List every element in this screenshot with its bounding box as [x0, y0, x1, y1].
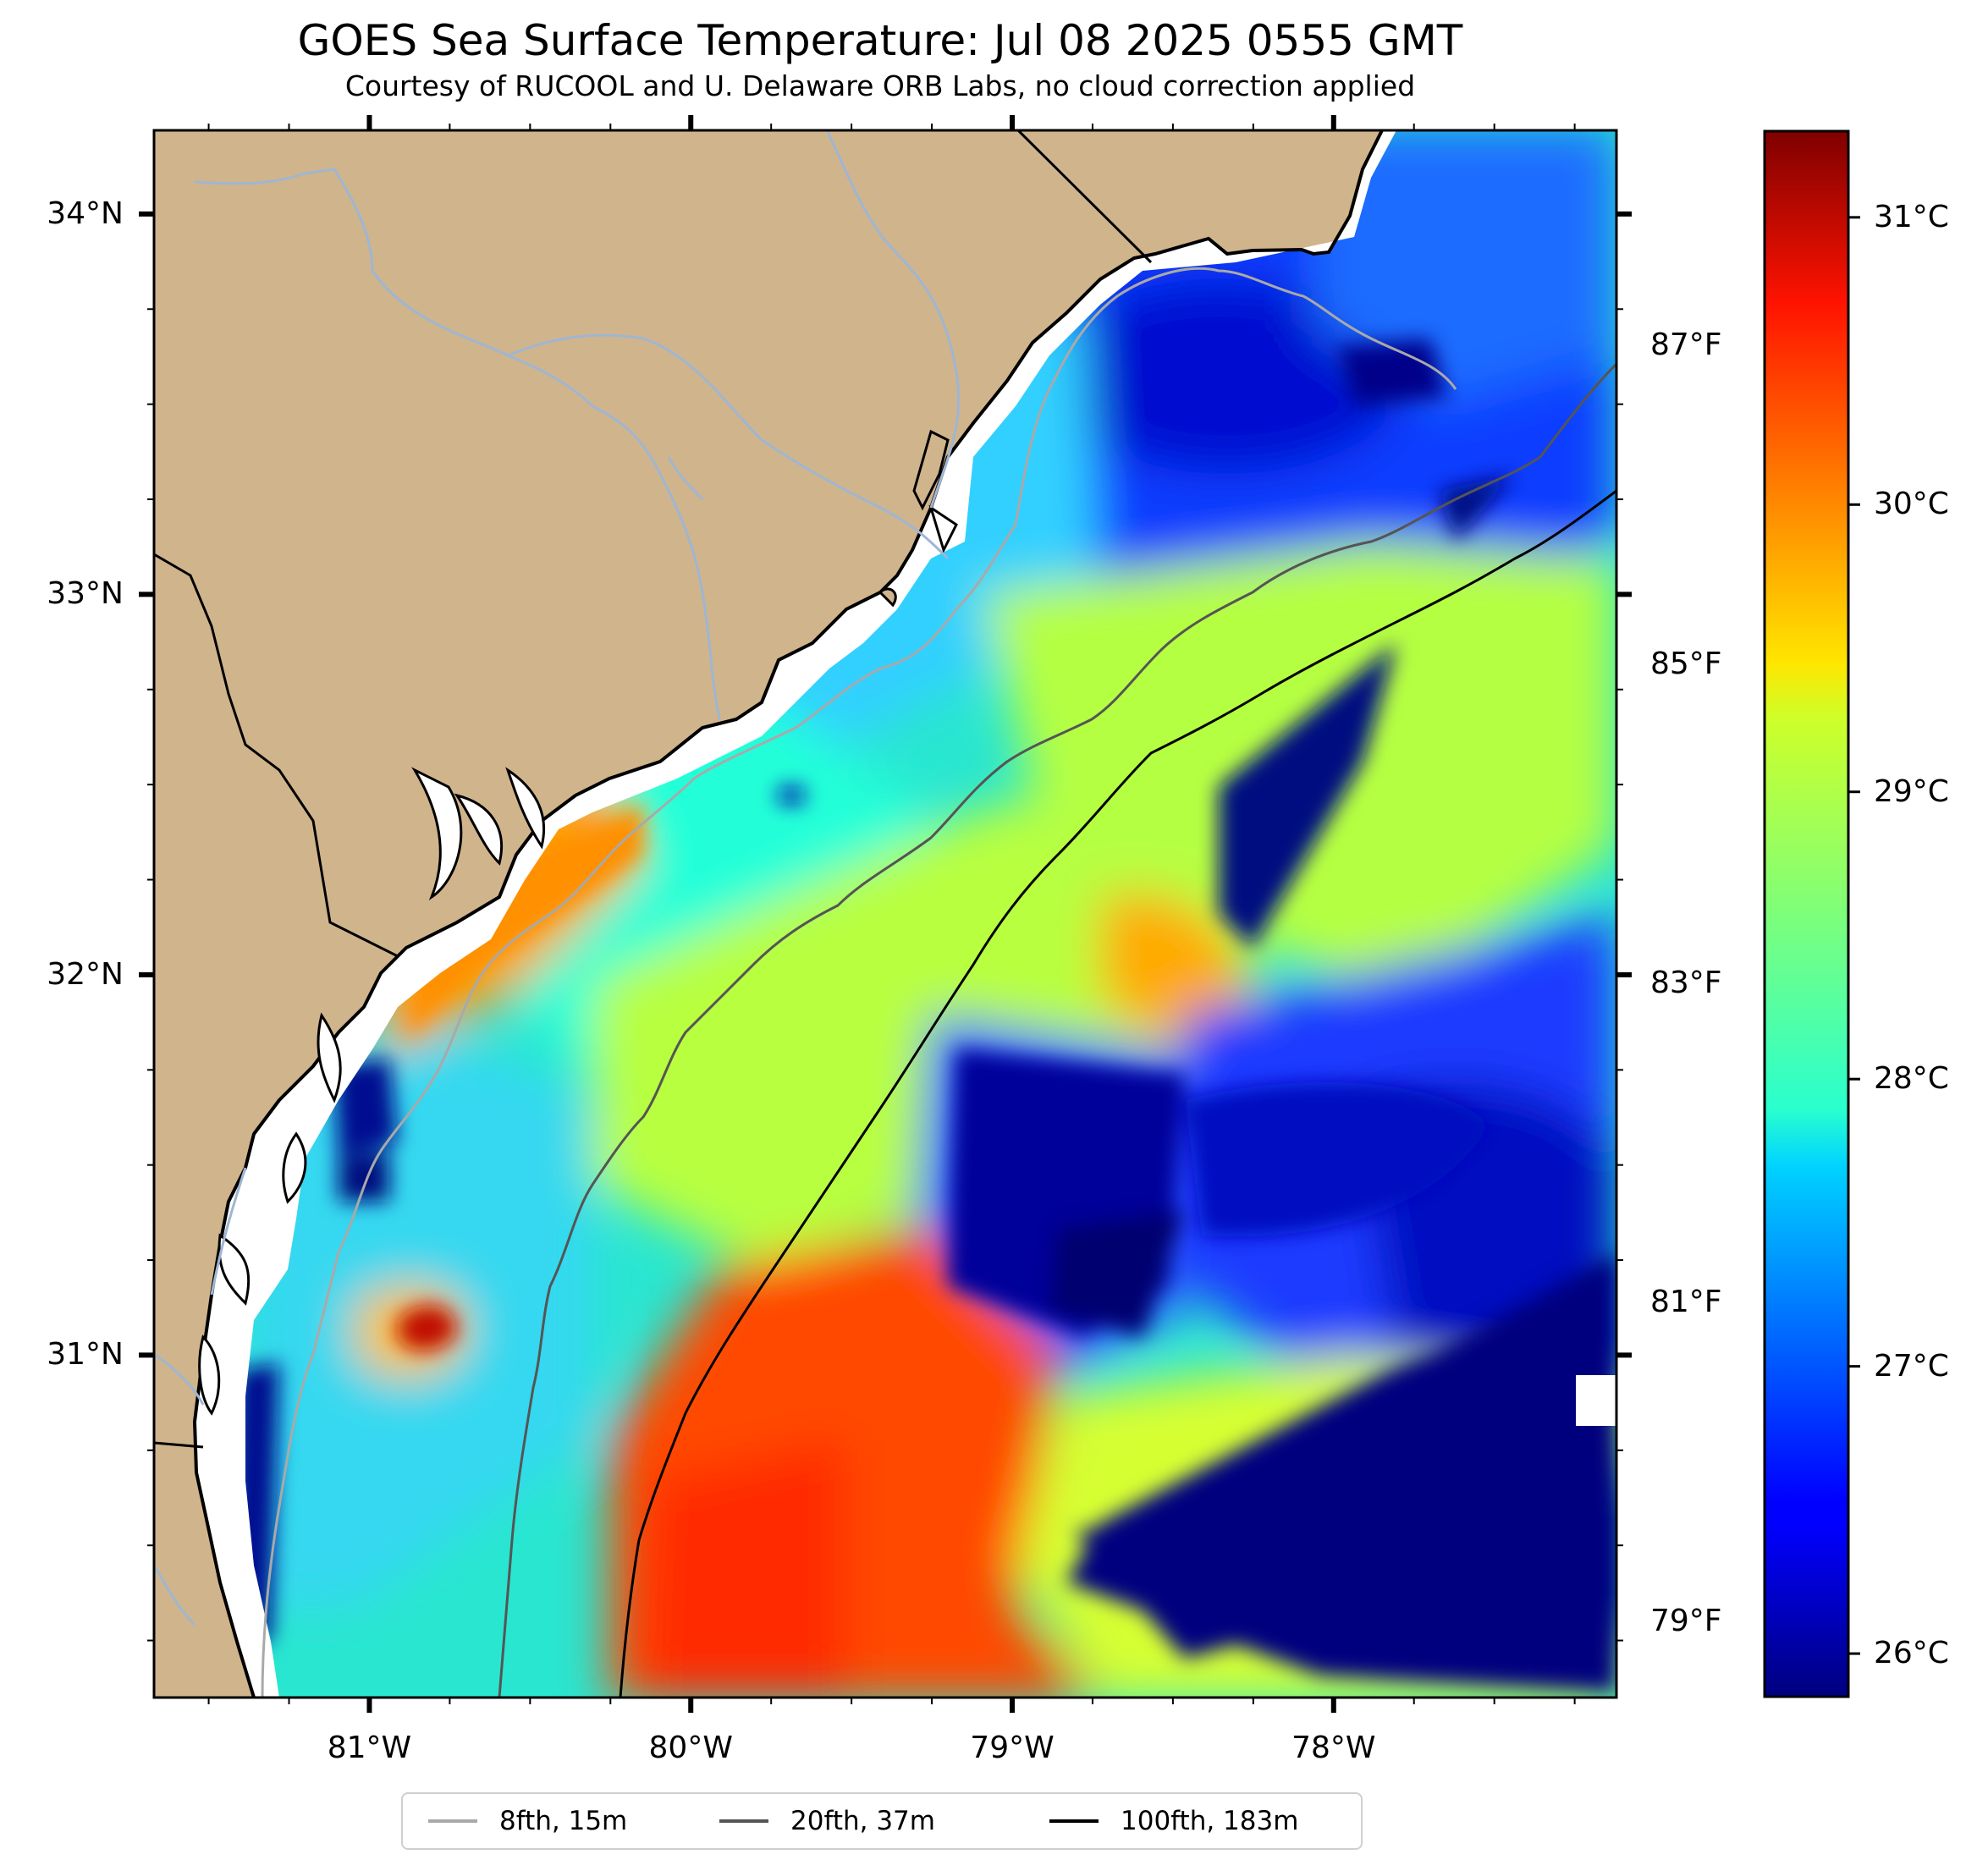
- colorbar-fahrenheit-label: 81°F: [1650, 1285, 1722, 1320]
- legend-label-100fth: 100fth, 183m: [1121, 1806, 1299, 1836]
- legend-label-8fth: 8fth, 15m: [499, 1806, 628, 1836]
- axis-ticks: [139, 115, 1632, 1713]
- legend-item-8fth: 8fth, 15m: [428, 1794, 627, 1848]
- lat-tick-label: 32°N: [47, 956, 124, 992]
- legend-item-20fth: 20fth, 37m: [719, 1794, 935, 1848]
- colorbar-ticks: [1848, 216, 1860, 1655]
- lon-tick-label: 80°W: [648, 1731, 733, 1765]
- colorbar-celsius-label: 28°C: [1874, 1061, 1949, 1097]
- legend-swatch-100fth: [1049, 1819, 1099, 1823]
- land-area: [154, 130, 1396, 1698]
- colorbar-celsius-label: 26°C: [1874, 1636, 1949, 1671]
- isobath-8fth: [261, 267, 1457, 1698]
- colorbar-fahrenheit-label: 85°F: [1650, 646, 1722, 681]
- legend-item-100fth: 100fth, 183m: [1049, 1794, 1298, 1848]
- lat-tick-label: 34°N: [47, 195, 124, 231]
- isobaths: [261, 267, 1616, 1698]
- map-frame: [152, 129, 1618, 1699]
- colorbar-celsius-label: 29°C: [1874, 773, 1949, 809]
- state-borders: [154, 130, 1153, 1449]
- lon-tick-label: 81°W: [327, 1731, 412, 1765]
- colorbar-fahrenheit-label: 87°F: [1650, 327, 1722, 362]
- colorbar-celsius-label: 31°C: [1874, 199, 1949, 234]
- legend-label-20fth: 20fth, 37m: [790, 1806, 935, 1836]
- isobath-100fth: [619, 489, 1616, 1698]
- lat-tick-label: 33°N: [47, 576, 124, 612]
- colorbar-fahrenheit-label: 79°F: [1650, 1604, 1722, 1639]
- legend-swatch-8fth: [428, 1819, 477, 1823]
- lon-tick-label: 79°W: [970, 1731, 1055, 1765]
- lon-tick-label: 78°W: [1291, 1731, 1376, 1765]
- colorbar-celsius-label: 30°C: [1874, 487, 1949, 522]
- lat-tick-label: 31°N: [47, 1337, 124, 1373]
- map-title: GOES Sea Surface Temperature: Jul 08 202…: [297, 16, 1463, 65]
- isobath-20fth: [498, 362, 1616, 1698]
- legend-swatch-20fth: [719, 1819, 768, 1823]
- colorbar-celsius-label: 27°C: [1874, 1348, 1949, 1384]
- map-subtitle: Courtesy of RUCOOL and U. Delaware ORB L…: [344, 69, 1416, 102]
- rivers: [154, 130, 961, 1626]
- isobath-legend: 8fth, 15m 20fth, 37m 100fth, 183m: [401, 1792, 1363, 1850]
- colorbar-fahrenheit-label: 83°F: [1650, 966, 1722, 1001]
- colorbar: [1763, 129, 1850, 1698]
